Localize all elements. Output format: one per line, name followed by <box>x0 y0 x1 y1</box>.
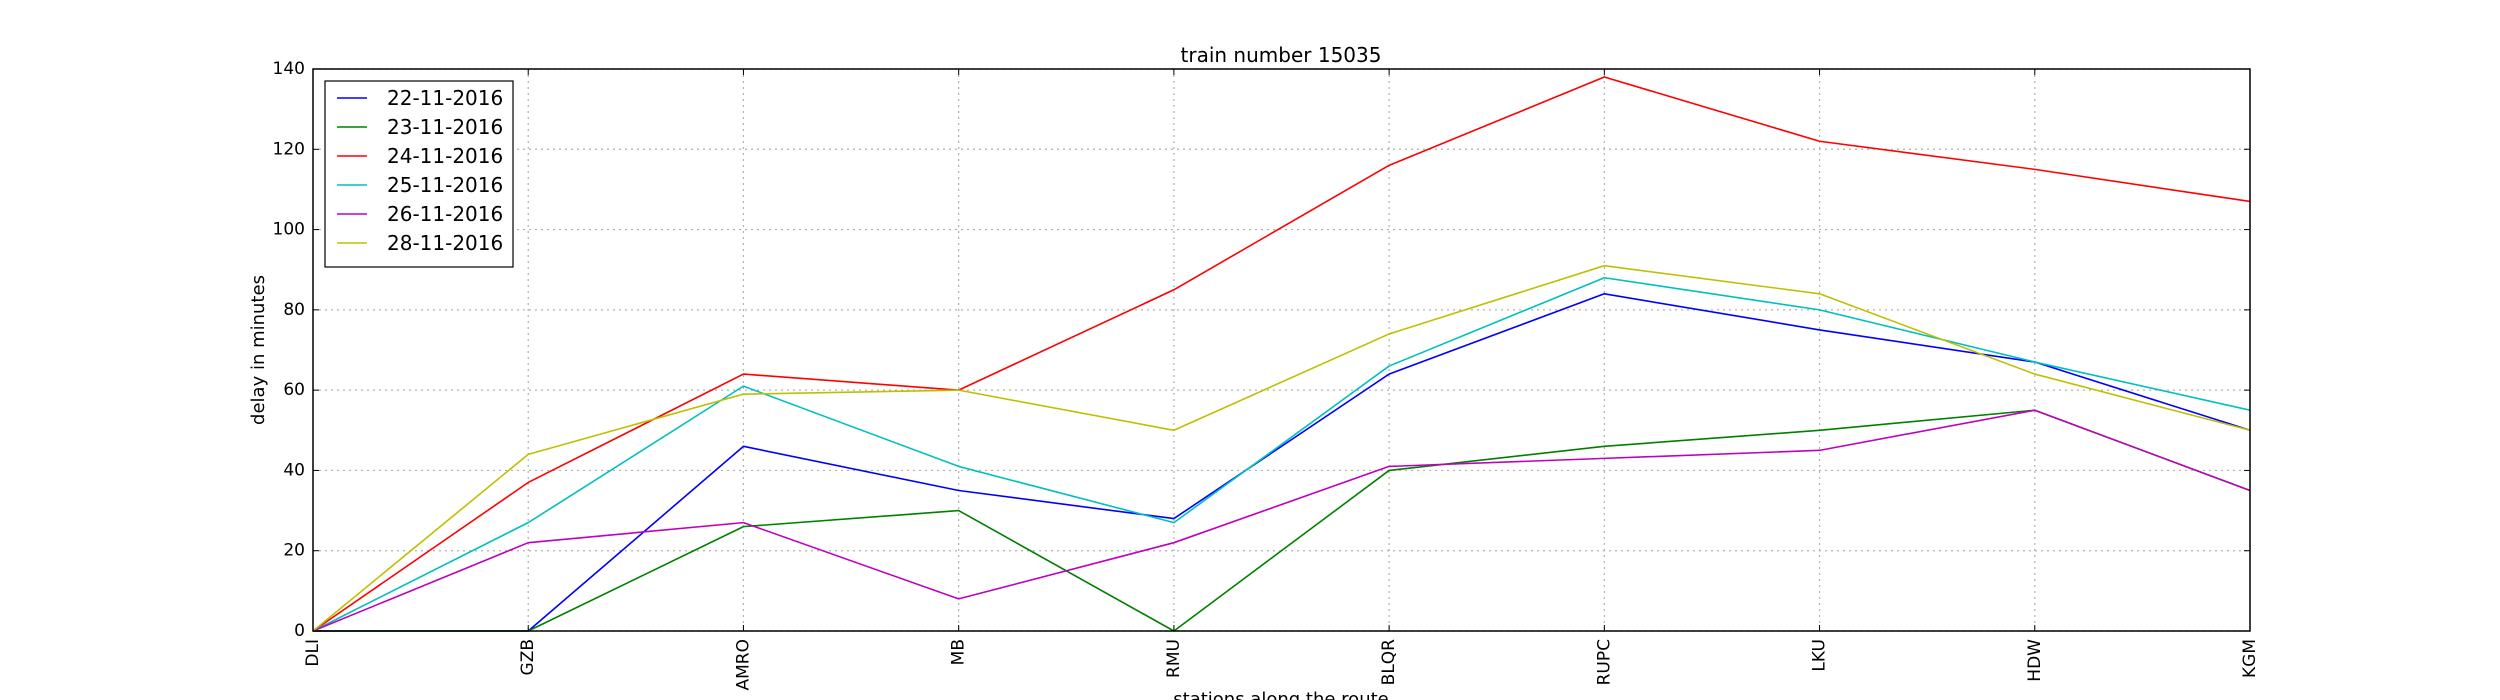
x-tick-label: DLI <box>303 639 323 667</box>
y-axis-label: delay in minutes <box>248 275 269 425</box>
x-tick-label: BLQR <box>1379 639 1399 686</box>
legend-entry-label: 25-11-2016 <box>387 173 503 197</box>
legend-box <box>324 80 514 268</box>
x-tick-label: GZB <box>518 639 538 675</box>
series-line-2 <box>312 76 2251 632</box>
series-line-0 <box>313 292 2251 632</box>
x-tick-label: KGM <box>2240 639 2260 678</box>
x-tick-label: AMRO <box>733 639 753 691</box>
x-axis-label: stations along the route <box>1173 689 1388 700</box>
y-tick-label: 100 <box>273 220 305 240</box>
chart-title: train number 15035 <box>1181 43 1382 67</box>
y-tick-label: 80 <box>283 300 305 320</box>
legend-entry-label: 24-11-2016 <box>387 144 503 168</box>
legend-entry-label: 26-11-2016 <box>387 202 503 226</box>
y-tick-label: 40 <box>283 460 305 480</box>
y-tick-label: 140 <box>273 59 305 79</box>
y-tick-label: 20 <box>283 541 305 561</box>
legend-entry-label: 28-11-2016 <box>387 231 503 255</box>
series-line-5 <box>312 264 2251 632</box>
x-tick-label: RUPC <box>1594 639 1614 685</box>
plot-area-frame <box>312 68 2251 632</box>
series-lines <box>312 76 2251 632</box>
axis-ticks: DLI GZB AMRO MB RMU BLQR RUPC LKU HDW KGM 0 20 40 60 8… <box>273 59 2260 691</box>
legend-entry-label: 23-11-2016 <box>387 115 503 139</box>
y-tick-label: 120 <box>273 139 305 159</box>
series-line-1 <box>313 409 2251 632</box>
series-line-4 <box>312 409 2251 632</box>
legend: 22-11-2016 23-11-2016 24-11-2016 25-11-2016… <box>324 80 514 268</box>
legend-entry-label: 22-11-2016 <box>387 86 503 110</box>
x-tick-label: HDW <box>2025 639 2045 682</box>
y-tick-label: 60 <box>283 380 305 400</box>
x-tick-label: LKU <box>1810 639 1830 672</box>
x-tick-label: MB <box>949 639 969 665</box>
series-line-3 <box>312 276 2251 632</box>
x-tick-label: RMU <box>1164 639 1184 678</box>
y-tick-label: 0 <box>294 621 305 641</box>
